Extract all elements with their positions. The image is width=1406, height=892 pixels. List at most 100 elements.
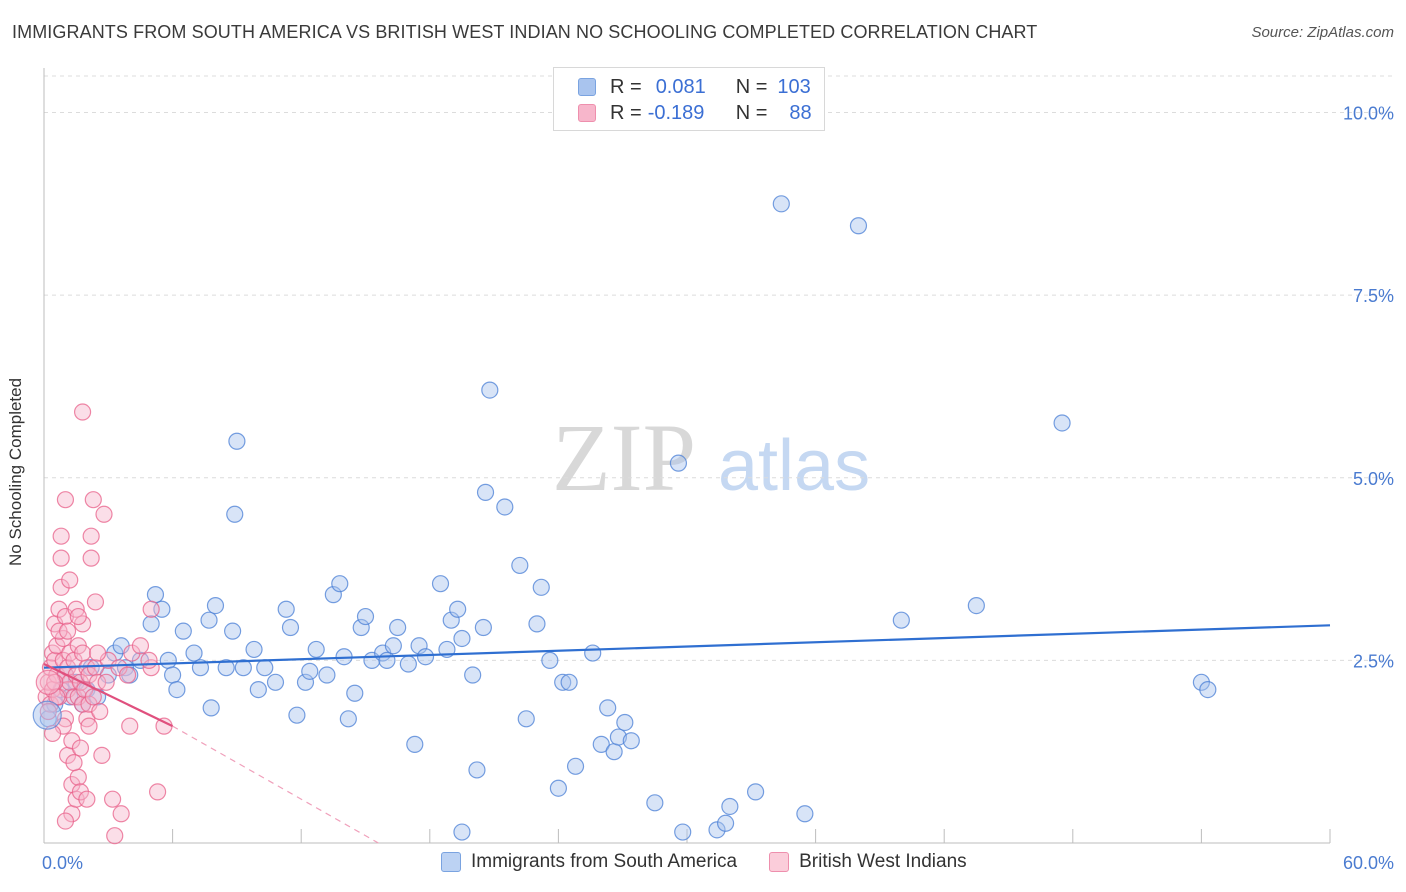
british-west-indian-point <box>71 739 90 757</box>
south-america-point <box>32 700 62 730</box>
south-america-point <box>256 659 274 677</box>
legend-swatch-blue <box>578 78 596 96</box>
british-west-indian-point <box>91 702 109 721</box>
british-west-indian-point <box>86 659 105 677</box>
south-america-point <box>384 637 402 655</box>
south-america-trend-line <box>43 624 1331 669</box>
british-west-indian-point <box>73 403 92 421</box>
south-america-point <box>892 611 910 629</box>
legend-n-value: 103 <box>777 75 811 98</box>
south-america-point <box>599 699 617 717</box>
south-america-point <box>674 823 692 841</box>
south-america-point <box>318 666 336 684</box>
south-america-point <box>464 666 482 684</box>
british-west-indian-point <box>148 783 167 801</box>
south-america-point <box>716 814 735 832</box>
south-america-point <box>301 662 319 680</box>
south-america-point <box>554 673 572 691</box>
south-america-point <box>307 640 325 659</box>
series-legend-label: Immigrants from South America <box>471 851 738 872</box>
south-america-point <box>228 432 246 450</box>
south-america-point <box>474 618 492 637</box>
south-america-point <box>541 651 559 669</box>
series-swatch-blue <box>441 852 461 872</box>
british-west-indian-point <box>56 812 75 830</box>
south-america-point <box>168 680 186 699</box>
south-america-point <box>389 618 407 637</box>
south-america-point <box>532 578 550 596</box>
british-west-indian-point <box>63 732 81 750</box>
south-america-point <box>669 454 688 472</box>
legend-row-british-west-indian: R = -0.189 N = 88 <box>578 101 812 125</box>
south-america-point <box>511 556 529 575</box>
south-america-point <box>708 821 726 839</box>
british-west-indian-point <box>52 578 70 596</box>
south-america-point <box>206 596 225 615</box>
south-america-point <box>481 381 499 399</box>
british-west-indian-point <box>131 637 150 655</box>
british-west-indian-trend-extension <box>172 725 379 844</box>
british-west-indian-point <box>106 827 124 845</box>
south-america-point <box>164 666 182 684</box>
south-america-point <box>410 637 428 655</box>
x-tick-label: 60.0% <box>1343 853 1394 873</box>
british-west-indian-point <box>112 805 130 823</box>
south-america-point <box>746 783 765 801</box>
south-america-point <box>622 732 640 750</box>
legend-swatch-pink <box>578 104 596 122</box>
y-tick-label: 10.0% <box>1343 104 1394 124</box>
british-west-indian-point <box>110 659 128 677</box>
south-america-point <box>721 797 739 816</box>
south-america-point <box>352 618 370 637</box>
south-america-point <box>234 659 252 677</box>
british-west-indian-point <box>155 717 173 735</box>
south-america-point <box>605 743 623 761</box>
south-america-point <box>159 651 177 669</box>
british-west-indian-point <box>123 644 141 662</box>
south-america-point <box>281 618 300 637</box>
british-west-indian-point <box>78 790 96 808</box>
legend-r-value: -0.189 <box>647 101 705 124</box>
south-america-point <box>1053 414 1071 432</box>
british-west-indian-point <box>103 790 122 808</box>
south-america-point <box>453 629 471 648</box>
british-west-indian-point <box>93 746 111 764</box>
series-legend-item-british-west-indian: British West Indians <box>769 851 967 873</box>
south-america-point <box>296 673 315 691</box>
chart-title: IMMIGRANTS FROM SOUTH AMERICA VS BRITISH… <box>12 22 1038 42</box>
watermark-atlas: atlas <box>718 426 870 506</box>
south-america-point <box>356 607 375 626</box>
british-west-indian-point <box>95 505 113 523</box>
british-west-indian-point <box>73 644 92 662</box>
y-tick-label: 5.0% <box>1353 469 1394 489</box>
british-west-indian-point <box>52 527 70 545</box>
british-west-indian-point <box>56 491 75 509</box>
british-west-indian-point <box>58 622 77 640</box>
british-west-indian-point <box>121 717 139 735</box>
south-america-point <box>616 713 634 732</box>
south-america-point <box>200 611 218 629</box>
south-america-point <box>431 575 450 593</box>
british-west-indian-point <box>65 754 83 772</box>
british-west-indian-point <box>140 651 158 669</box>
south-america-point <box>266 673 285 691</box>
south-america-point <box>416 648 435 666</box>
british-west-indian-point <box>86 593 105 611</box>
south-america-point <box>226 505 244 523</box>
south-america-point <box>849 217 868 235</box>
south-america-point <box>331 575 349 593</box>
south-america-point <box>468 761 486 779</box>
south-america-point <box>202 699 220 717</box>
x-tick-label: 0.0% <box>42 853 83 873</box>
south-america-point <box>277 600 295 618</box>
south-america-point <box>406 735 424 753</box>
south-america-point <box>453 823 471 841</box>
y-tick-label: 7.5% <box>1353 286 1394 306</box>
british-west-indian-point <box>84 491 102 509</box>
legend-n-value: 88 <box>789 101 812 124</box>
south-america-point <box>442 611 460 629</box>
south-america-point <box>584 644 602 662</box>
south-america-point <box>609 728 628 746</box>
south-america-point <box>174 622 192 640</box>
south-america-point <box>146 586 165 604</box>
